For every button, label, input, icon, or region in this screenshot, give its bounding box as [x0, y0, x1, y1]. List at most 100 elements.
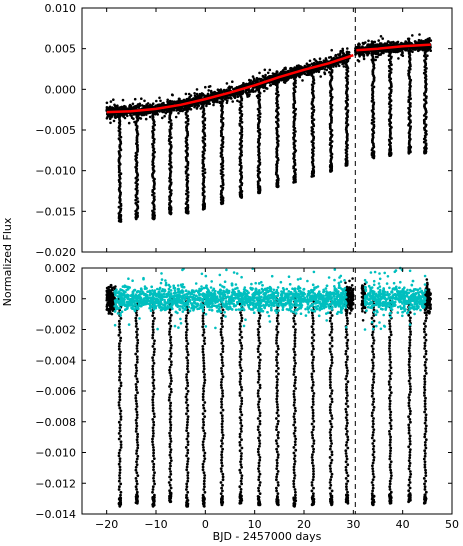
flux-point — [203, 451, 207, 455]
flux-point — [135, 344, 139, 348]
flux-point — [135, 369, 139, 372]
flux-point — [185, 437, 189, 441]
flux-point — [357, 42, 361, 45]
flux-point — [135, 452, 138, 455]
flux-point — [168, 418, 172, 421]
flux-point — [203, 476, 206, 480]
flux-point — [118, 426, 122, 430]
flux-point — [203, 381, 206, 385]
flux-point — [152, 216, 156, 220]
flux-point — [152, 392, 156, 396]
flux-point — [186, 471, 190, 475]
flux-point — [201, 443, 205, 446]
flux-point — [223, 90, 227, 93]
flux-point — [134, 485, 138, 489]
flux-point — [118, 398, 122, 402]
flux-point — [202, 448, 206, 452]
flux-point — [324, 58, 328, 62]
flux-point — [136, 474, 140, 477]
flux-point — [118, 364, 121, 368]
flux-point — [117, 451, 121, 455]
flux-point — [221, 472, 225, 476]
flux-point — [168, 420, 172, 424]
flux-point — [220, 450, 224, 454]
flux-point — [221, 350, 225, 353]
flux-point — [117, 347, 121, 351]
flux-point — [427, 39, 431, 43]
flux-point — [118, 468, 122, 472]
flux-point — [312, 170, 315, 174]
flux-point — [202, 460, 206, 463]
flux-point — [149, 103, 152, 107]
flux-point — [118, 423, 122, 427]
flux-point — [112, 98, 115, 101]
flux-point — [121, 98, 125, 102]
flux-point — [185, 465, 189, 469]
flux-point — [373, 44, 377, 48]
flux-point — [151, 443, 155, 446]
flux-point — [168, 396, 171, 399]
flux-point — [168, 483, 172, 487]
flux-point — [151, 398, 155, 402]
flux-point — [151, 328, 155, 331]
flux-point — [425, 40, 429, 43]
flux-point — [207, 89, 210, 92]
flux-point — [225, 82, 229, 85]
flux-point — [169, 478, 173, 482]
top-plot-area — [105, 8, 433, 252]
flux-point — [113, 113, 117, 116]
flux-point — [185, 426, 189, 430]
flux-point — [202, 488, 206, 491]
flux-point — [418, 46, 422, 49]
flux-point — [186, 311, 190, 315]
flux-point — [135, 402, 139, 406]
flux-point — [119, 446, 123, 449]
flux-point — [168, 327, 172, 331]
flux-point — [134, 319, 138, 323]
flux-point — [220, 464, 224, 468]
flux-point — [152, 479, 156, 483]
flux-point — [220, 498, 223, 501]
flux-point — [151, 406, 155, 410]
flux-point — [153, 482, 157, 486]
flux-point — [168, 431, 172, 435]
flux-point — [325, 68, 329, 72]
flux-point — [152, 476, 155, 480]
flux-point — [185, 347, 189, 351]
flux-point — [151, 434, 155, 438]
flux-point — [119, 381, 123, 385]
flux-point — [281, 70, 284, 73]
flux-point — [118, 474, 121, 477]
flux-point — [202, 356, 205, 360]
flux-point — [201, 317, 205, 320]
flux-point — [151, 331, 155, 334]
flux-point — [173, 100, 177, 104]
flux-point — [236, 95, 240, 98]
flux-point — [189, 104, 193, 107]
flux-point — [417, 38, 421, 42]
flux-point — [186, 474, 190, 477]
flux-point — [169, 415, 173, 419]
flux-point — [136, 432, 140, 436]
flux-point — [202, 446, 205, 449]
flux-point — [202, 389, 206, 393]
flux-point — [119, 218, 123, 222]
flux-point — [251, 89, 255, 93]
flux-point — [169, 440, 173, 443]
flux-point — [193, 94, 197, 98]
flux-point — [153, 339, 156, 343]
flux-point — [268, 68, 272, 72]
flux-point — [186, 490, 190, 494]
flux-point — [135, 405, 139, 408]
flux-point — [136, 341, 140, 345]
transit-dip — [274, 76, 280, 189]
flux-point — [134, 396, 138, 400]
flux-point — [377, 53, 381, 57]
flux-point — [199, 107, 202, 110]
flux-point — [186, 504, 190, 507]
flux-point — [119, 443, 123, 446]
flux-point — [162, 110, 165, 114]
flux-point — [220, 417, 224, 420]
flux-point — [220, 458, 223, 462]
